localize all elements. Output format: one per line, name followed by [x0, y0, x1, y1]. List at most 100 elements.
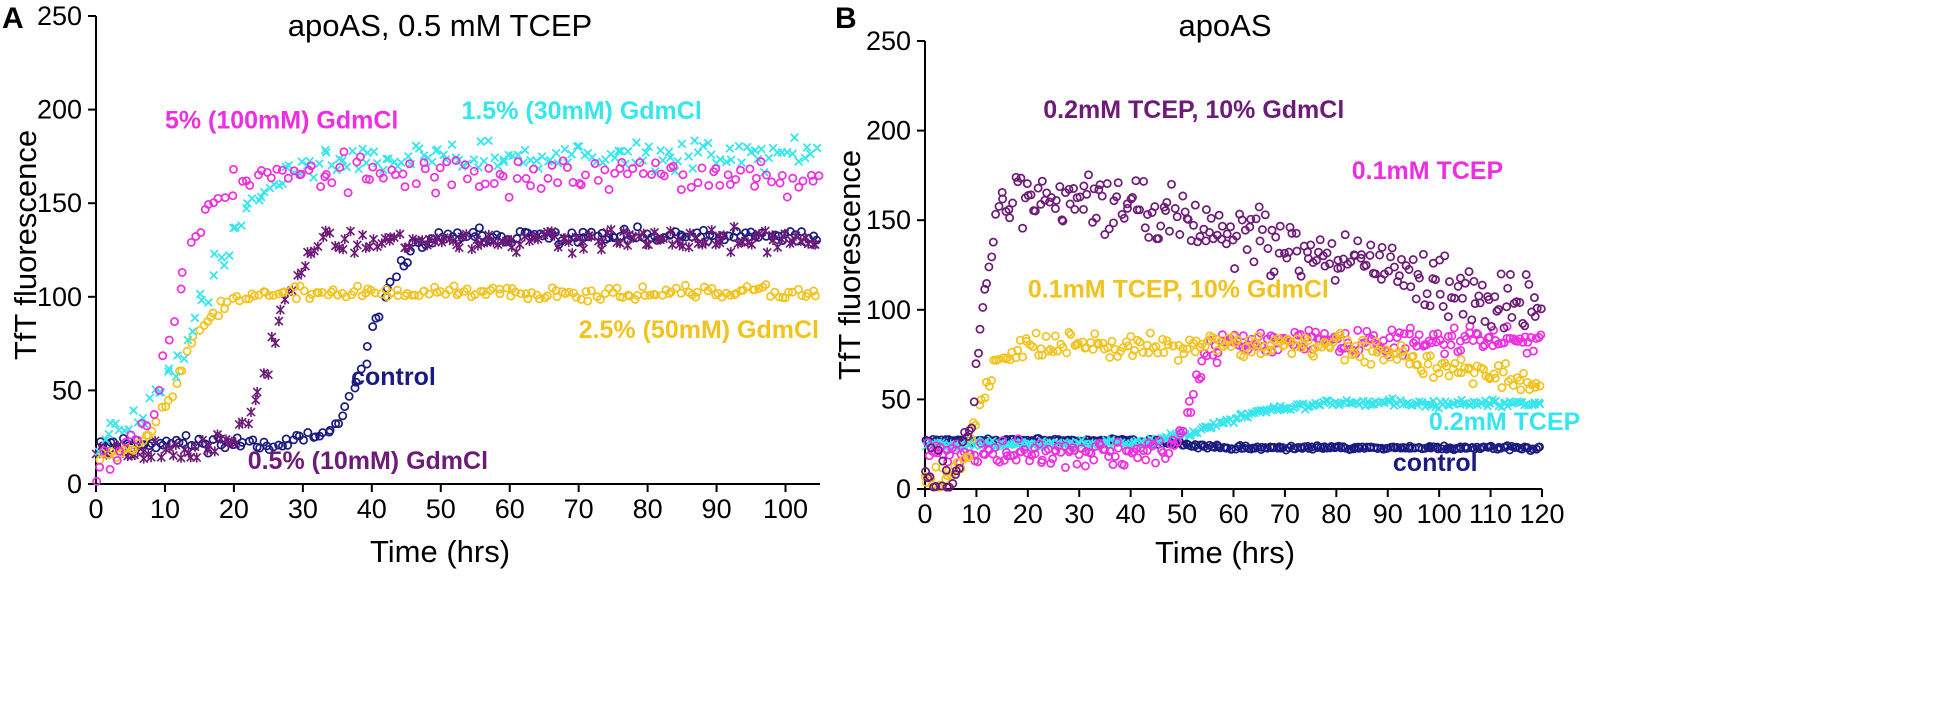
data-point — [638, 282, 648, 292]
data-point — [788, 149, 798, 159]
data-point — [1154, 234, 1163, 244]
data-point — [1340, 230, 1350, 240]
data-point — [1520, 321, 1530, 331]
data-point — [1472, 328, 1481, 338]
data-point — [1051, 195, 1061, 205]
data-point — [1138, 347, 1148, 357]
data-point — [1355, 352, 1365, 362]
data-point — [469, 166, 479, 176]
data-point — [586, 231, 596, 242]
data-point — [1515, 397, 1525, 407]
data-point — [1338, 254, 1348, 264]
data-point — [296, 169, 306, 179]
data-point — [1388, 393, 1397, 403]
data-point — [247, 194, 257, 203]
data-point — [1413, 360, 1422, 370]
data-point — [562, 163, 572, 172]
data-point — [334, 419, 344, 429]
data-point — [1105, 352, 1115, 362]
data-point — [1086, 337, 1096, 347]
data-point — [1399, 281, 1409, 291]
data-point — [383, 154, 393, 164]
data-point — [430, 282, 440, 292]
data-point — [725, 143, 735, 153]
data-point — [291, 294, 301, 304]
data-point — [176, 452, 186, 463]
data-point — [976, 438, 986, 448]
data-point — [1112, 437, 1122, 447]
data-point — [971, 359, 981, 369]
data-point — [299, 286, 309, 296]
data-point — [1408, 255, 1418, 265]
data-point — [306, 161, 316, 171]
data-point — [1077, 435, 1087, 445]
data-point — [969, 397, 979, 407]
data-point — [1141, 455, 1151, 465]
data-point — [1202, 351, 1212, 361]
data-point — [275, 304, 285, 315]
data-point — [529, 164, 538, 174]
data-point — [197, 295, 207, 305]
data-point — [156, 452, 166, 463]
data-point — [1458, 293, 1467, 303]
data-point — [289, 166, 299, 176]
data-point — [750, 181, 760, 191]
y-tick-label: 250 — [866, 26, 911, 56]
data-point — [774, 292, 784, 302]
data-point — [991, 209, 1001, 219]
y-tick-label: 150 — [866, 205, 911, 235]
data-point — [1468, 379, 1478, 389]
data-point — [516, 289, 526, 299]
data-point — [1529, 293, 1539, 303]
data-point — [1188, 389, 1198, 399]
data-point — [534, 294, 544, 304]
x-tick-label: 50 — [426, 494, 456, 524]
data-point — [1094, 339, 1104, 349]
data-point — [112, 455, 122, 465]
data-point — [606, 224, 616, 235]
data-point — [314, 159, 324, 169]
data-point — [356, 364, 366, 374]
data-point — [452, 290, 462, 300]
data-point — [567, 149, 577, 159]
data-point — [442, 157, 452, 167]
data-point — [1224, 333, 1233, 343]
data-point — [246, 407, 256, 418]
data-point — [711, 164, 721, 174]
data-point — [1073, 338, 1083, 348]
panel-a-title: apoAS, 0.5 mM TCEP — [288, 8, 592, 43]
data-point — [195, 325, 205, 335]
data-point — [447, 140, 457, 150]
data-point — [671, 283, 681, 293]
x-tick-label: 10 — [150, 494, 180, 524]
data-point — [498, 171, 508, 181]
data-point — [645, 290, 655, 300]
data-point — [343, 188, 353, 198]
data-point — [278, 441, 287, 451]
data-point — [126, 430, 136, 440]
data-point — [756, 144, 766, 154]
data-point — [980, 284, 990, 294]
data-point — [571, 232, 581, 243]
data-point — [532, 156, 542, 166]
data-point — [1449, 323, 1459, 333]
x-tick-label: 0 — [88, 494, 103, 524]
data-point — [151, 417, 161, 427]
data-point — [1041, 331, 1051, 341]
series-annotation: control — [351, 363, 436, 391]
data-point — [715, 237, 725, 248]
data-point — [1107, 336, 1117, 346]
data-point — [1183, 408, 1192, 417]
data-point — [236, 221, 246, 231]
data-point — [1167, 179, 1176, 189]
x-tick-label: 20 — [1013, 499, 1043, 529]
data-point — [355, 152, 365, 162]
data-point — [664, 289, 674, 299]
data-point — [622, 169, 632, 179]
data-point — [1060, 441, 1070, 451]
data-point — [513, 150, 523, 160]
data-point — [676, 288, 686, 298]
data-point — [1513, 336, 1523, 346]
data-point — [1025, 456, 1034, 466]
panel-b-y-axis-title: TfT fluorescence — [832, 150, 867, 380]
